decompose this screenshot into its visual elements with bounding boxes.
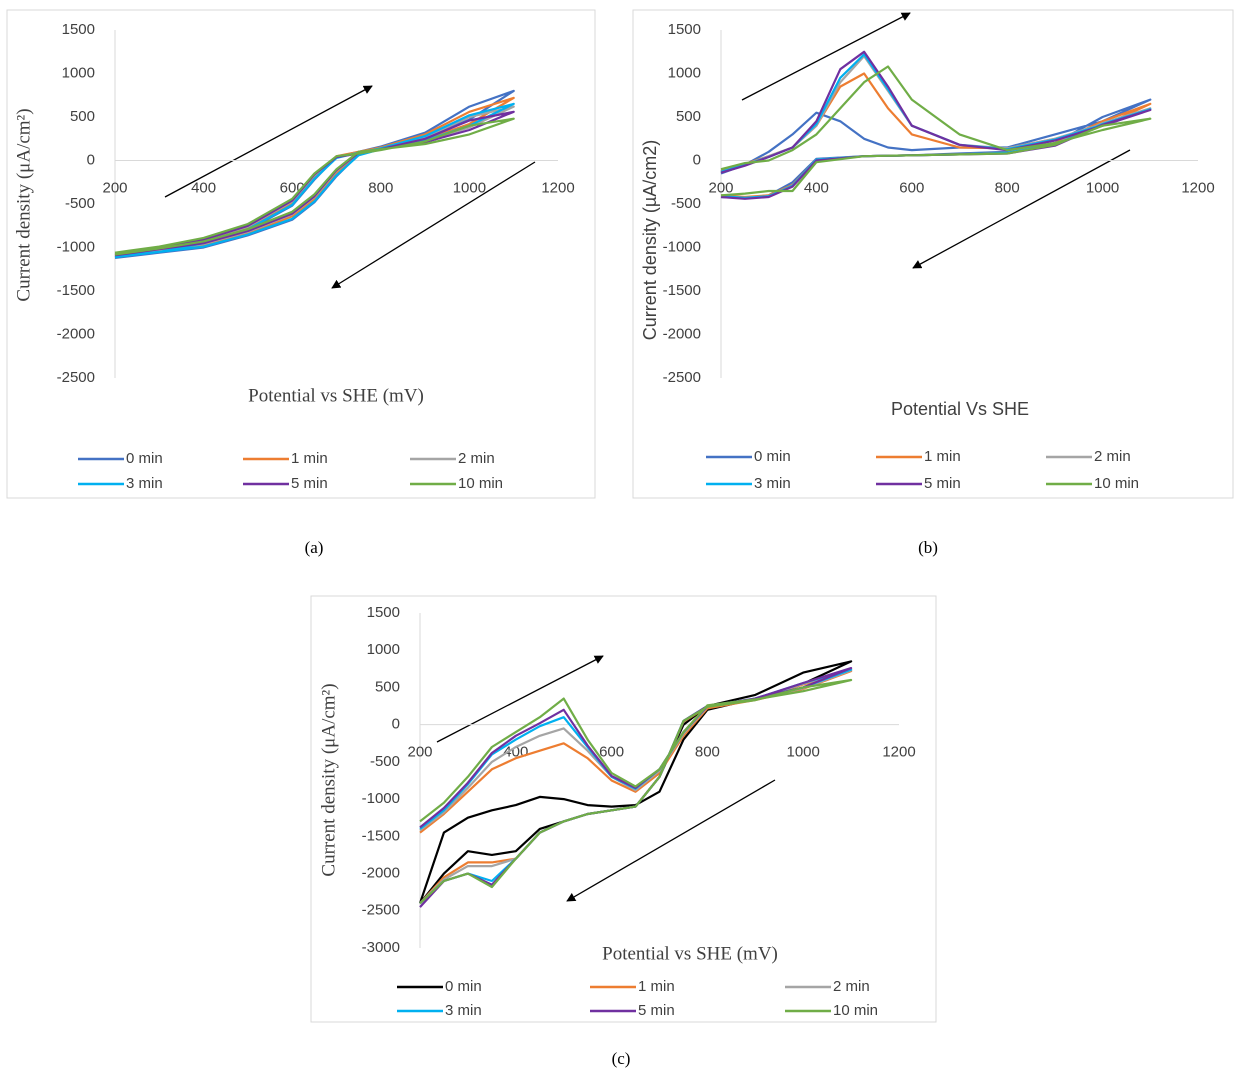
- legend-label: 0 min: [445, 978, 482, 995]
- panel-border: [310, 595, 937, 1023]
- arrow: [436, 655, 604, 743]
- series-line: [720, 65, 1152, 197]
- y-tick-label: 1000: [668, 64, 701, 81]
- arrow: [164, 85, 373, 198]
- legend-label: 10 min: [458, 475, 503, 492]
- y-tick-label: -500: [370, 753, 400, 770]
- legend-label: 5 min: [924, 475, 961, 492]
- arrow: [912, 149, 1131, 269]
- x-axis-title: Potential vs SHE (mV): [602, 943, 778, 964]
- x-tick-label: 600: [599, 744, 624, 761]
- y-tick-label: -1500: [663, 282, 701, 299]
- y-tick-label: -3000: [362, 939, 400, 956]
- x-tick-label: 200: [708, 179, 733, 196]
- x-tick-label: 1000: [1086, 179, 1119, 196]
- x-tick-label: 800: [695, 744, 720, 761]
- panel-caption: (c): [612, 1049, 631, 1068]
- x-tick-label: 800: [368, 179, 393, 196]
- legend-label: 2 min: [458, 450, 495, 467]
- legend-label: 5 min: [291, 475, 328, 492]
- series-line: [114, 102, 515, 259]
- x-tick-label: 1200: [1181, 179, 1214, 196]
- x-axis-title: Potential Vs SHE: [891, 399, 1029, 419]
- legend-label: 0 min: [126, 450, 163, 467]
- series-line: [114, 117, 515, 256]
- y-tick-label: -2500: [663, 369, 701, 386]
- arrow: [566, 779, 776, 902]
- y-tick-label: -2000: [362, 865, 400, 882]
- x-tick-label: 1200: [541, 179, 574, 196]
- arrow: [331, 161, 536, 289]
- x-tick-label: 200: [407, 744, 432, 761]
- panel-border: [632, 9, 1234, 499]
- arrow: [741, 12, 911, 101]
- y-tick-label: 1500: [62, 21, 95, 38]
- y-tick-label: -500: [65, 195, 95, 212]
- panel-caption: (b): [918, 538, 938, 557]
- series-line: [419, 678, 853, 905]
- y-tick-label: -500: [671, 195, 701, 212]
- y-tick-label: 0: [392, 716, 400, 733]
- legend-label: 1 min: [924, 448, 961, 465]
- y-tick-label: 500: [375, 678, 400, 695]
- x-tick-label: 1000: [453, 179, 486, 196]
- x-tick-label: 1000: [787, 744, 820, 761]
- y-tick-label: 1500: [367, 604, 400, 621]
- series-line: [114, 96, 515, 258]
- series-line: [419, 667, 853, 908]
- y-tick-label: 1500: [668, 21, 701, 38]
- y-axis-title: Current density (µA/cm2): [640, 140, 660, 340]
- y-tick-label: -2500: [57, 369, 95, 386]
- legend-label: 10 min: [833, 1002, 878, 1019]
- legend-label: 1 min: [291, 450, 328, 467]
- y-tick-label: -1000: [663, 238, 701, 255]
- panel-caption: (a): [305, 538, 324, 557]
- y-axis-title: Current density (μA/cm²): [318, 683, 339, 876]
- y-tick-label: -1500: [57, 282, 95, 299]
- y-tick-label: 1000: [367, 641, 400, 658]
- x-tick-label: 1200: [882, 744, 915, 761]
- y-tick-label: -1000: [362, 790, 400, 807]
- legend-label: 3 min: [445, 1002, 482, 1019]
- x-tick-label: 400: [191, 179, 216, 196]
- y-tick-label: 1000: [62, 64, 95, 81]
- legend-label: 2 min: [1094, 448, 1131, 465]
- y-tick-label: 0: [693, 151, 701, 168]
- y-tick-label: 500: [70, 108, 95, 125]
- legend-label: 2 min: [833, 978, 870, 995]
- y-tick-label: -2500: [362, 902, 400, 919]
- x-tick-label: 800: [995, 179, 1020, 196]
- y-tick-label: -2000: [57, 325, 95, 342]
- x-tick-label: 600: [899, 179, 924, 196]
- panel-border: [6, 9, 596, 499]
- legend-label: 10 min: [1094, 475, 1139, 492]
- legend-label: 0 min: [754, 448, 791, 465]
- series-line: [114, 110, 515, 257]
- y-tick-label: -1000: [57, 238, 95, 255]
- x-tick-label: 400: [804, 179, 829, 196]
- y-tick-label: -1500: [362, 827, 400, 844]
- y-tick-label: 0: [87, 151, 95, 168]
- x-tick-label: 200: [102, 179, 127, 196]
- y-tick-label: -2000: [663, 325, 701, 342]
- y-tick-label: 500: [676, 108, 701, 125]
- x-axis-title: Potential vs SHE (mV): [248, 385, 424, 406]
- series-line: [418, 660, 853, 904]
- legend-label: 1 min: [638, 978, 675, 995]
- legend-label: 3 min: [126, 475, 163, 492]
- legend-label: 5 min: [638, 1002, 675, 1019]
- sweep-arrows: [164, 12, 1131, 902]
- legend-label: 3 min: [754, 475, 791, 492]
- y-axis-title: Current density (μA/cm²): [13, 108, 34, 301]
